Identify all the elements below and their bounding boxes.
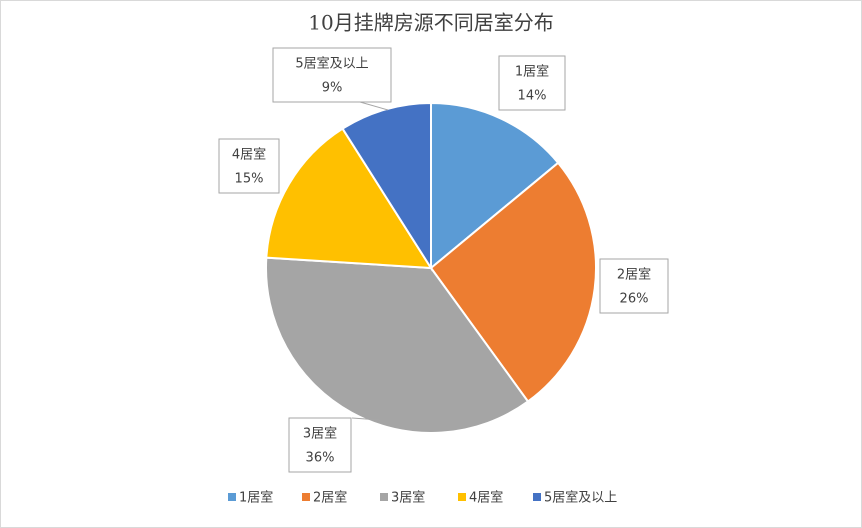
pie-slice <box>430 101 560 271</box>
data-label-value: 36% <box>306 451 335 466</box>
pie-slice <box>429 161 597 403</box>
pie-slice <box>265 256 530 434</box>
legend-swatch <box>380 493 388 501</box>
data-label-value: 9% <box>322 81 343 96</box>
legend-label: 3居室 <box>391 490 425 506</box>
legend-swatch <box>302 493 310 501</box>
data-label-box <box>272 47 392 103</box>
chart-title: 10月挂牌房源不同居室分布 <box>308 11 553 35</box>
legend-swatch <box>533 493 541 501</box>
data-label-value: 14% <box>518 89 547 104</box>
leader-line <box>351 417 381 421</box>
data-label-name: 2居室 <box>617 267 651 283</box>
legend-label: 5居室及以上 <box>544 490 617 506</box>
legend-label: 1居室 <box>239 490 273 506</box>
data-label-box <box>218 138 280 194</box>
data-label-name: 4居室 <box>232 147 266 163</box>
data-label-name: 1居室 <box>515 64 549 80</box>
data-label-box <box>288 417 352 473</box>
data-label-value: 15% <box>235 172 264 187</box>
legend-swatch <box>458 493 466 501</box>
data-label-name: 3居室 <box>303 426 337 442</box>
data-label-box <box>498 55 566 111</box>
leader-line <box>359 101 389 111</box>
data-label-box <box>599 258 669 314</box>
legend-swatch <box>228 493 236 501</box>
data-label-name: 5居室及以上 <box>295 56 368 72</box>
legend-label: 4居室 <box>469 490 503 506</box>
data-label-value: 26% <box>620 292 649 307</box>
legend-label: 2居室 <box>313 490 347 506</box>
pie-slice <box>265 127 433 270</box>
